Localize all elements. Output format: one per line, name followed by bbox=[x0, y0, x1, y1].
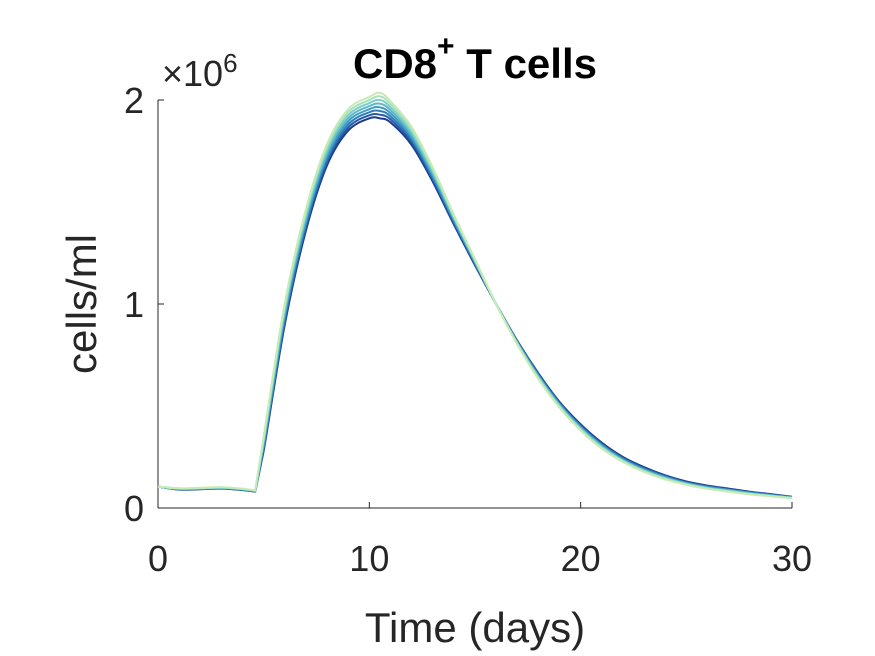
series-line-3 bbox=[157, 109, 793, 499]
series-line-1 bbox=[157, 116, 793, 498]
series-line-4 bbox=[157, 106, 793, 499]
x-axis-label: Time (days) bbox=[365, 604, 585, 651]
x-tick-label: 10 bbox=[349, 538, 389, 579]
x-tick-label: 20 bbox=[561, 538, 601, 579]
ticks-group: 0 10 20 30 0 1 2 bbox=[124, 80, 812, 579]
series-group bbox=[157, 91, 793, 500]
y-tick-label: 2 bbox=[124, 80, 144, 121]
series-line-5 bbox=[157, 102, 793, 499]
y-tick-label: 1 bbox=[124, 284, 144, 325]
chart-axes bbox=[157, 100, 792, 509]
y-multiplier-label: ×106 bbox=[162, 48, 238, 94]
series-line-6 bbox=[157, 98, 793, 499]
x-tick-label: 0 bbox=[148, 538, 168, 579]
y-tick-label: 0 bbox=[124, 488, 144, 529]
series-line-7 bbox=[157, 95, 793, 499]
series-line-8 bbox=[157, 91, 793, 500]
series-line-2 bbox=[157, 112, 793, 498]
chart-title: CD8+ T cells bbox=[353, 30, 597, 87]
x-tick-label: 30 bbox=[772, 538, 812, 579]
y-axis-label: cells/ml bbox=[58, 234, 105, 374]
